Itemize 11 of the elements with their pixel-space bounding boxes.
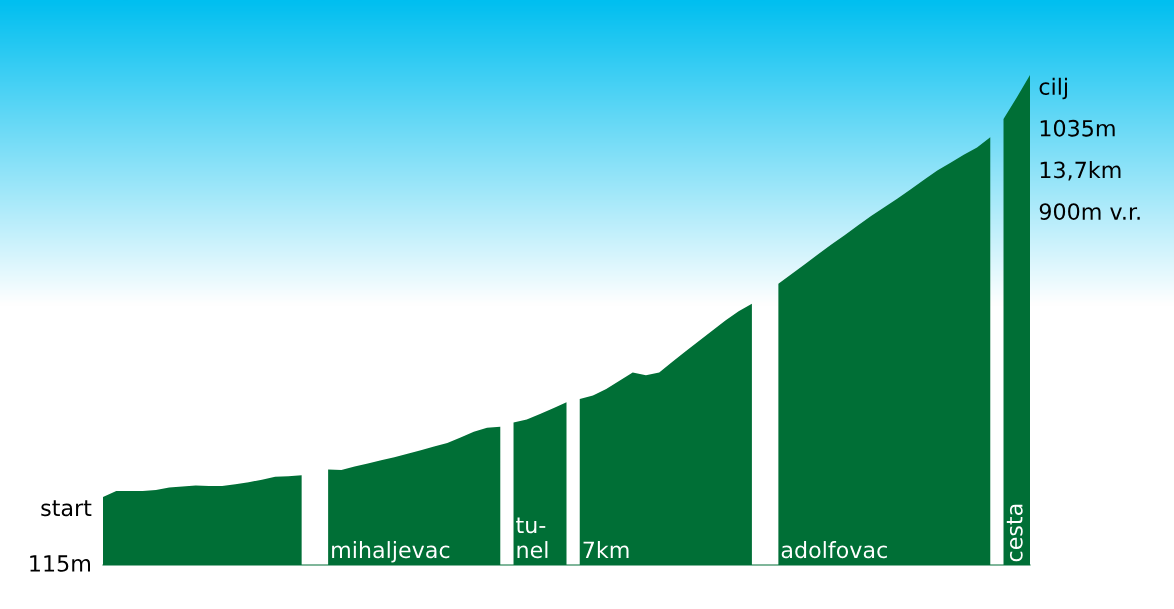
- series-label: adolfovac: [781, 541, 887, 559]
- text: 115m: [30, 555, 90, 572]
- text: start: [41, 500, 92, 517]
- series-label: tu- nel: [516, 517, 548, 559]
- text: 900m v.r.: [1039, 203, 1140, 220]
- series-label: 7km: [583, 541, 629, 558]
- text: cilj: [1039, 77, 1067, 100]
- text: 1035m: [1040, 119, 1115, 137]
- series-label: mihaljevac: [332, 541, 450, 563]
- text: 13,7km: [1040, 161, 1121, 181]
- series-label: cesta: [1006, 504, 1023, 562]
